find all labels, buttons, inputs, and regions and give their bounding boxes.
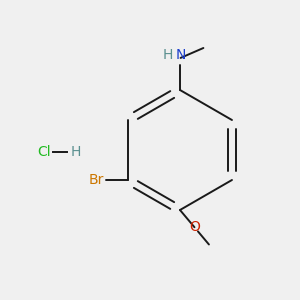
Text: Cl: Cl bbox=[38, 145, 51, 158]
Text: H: H bbox=[70, 145, 81, 158]
Text: N: N bbox=[176, 48, 186, 62]
Text: O: O bbox=[189, 220, 200, 234]
Text: H: H bbox=[162, 48, 172, 62]
Text: Br: Br bbox=[89, 173, 104, 187]
